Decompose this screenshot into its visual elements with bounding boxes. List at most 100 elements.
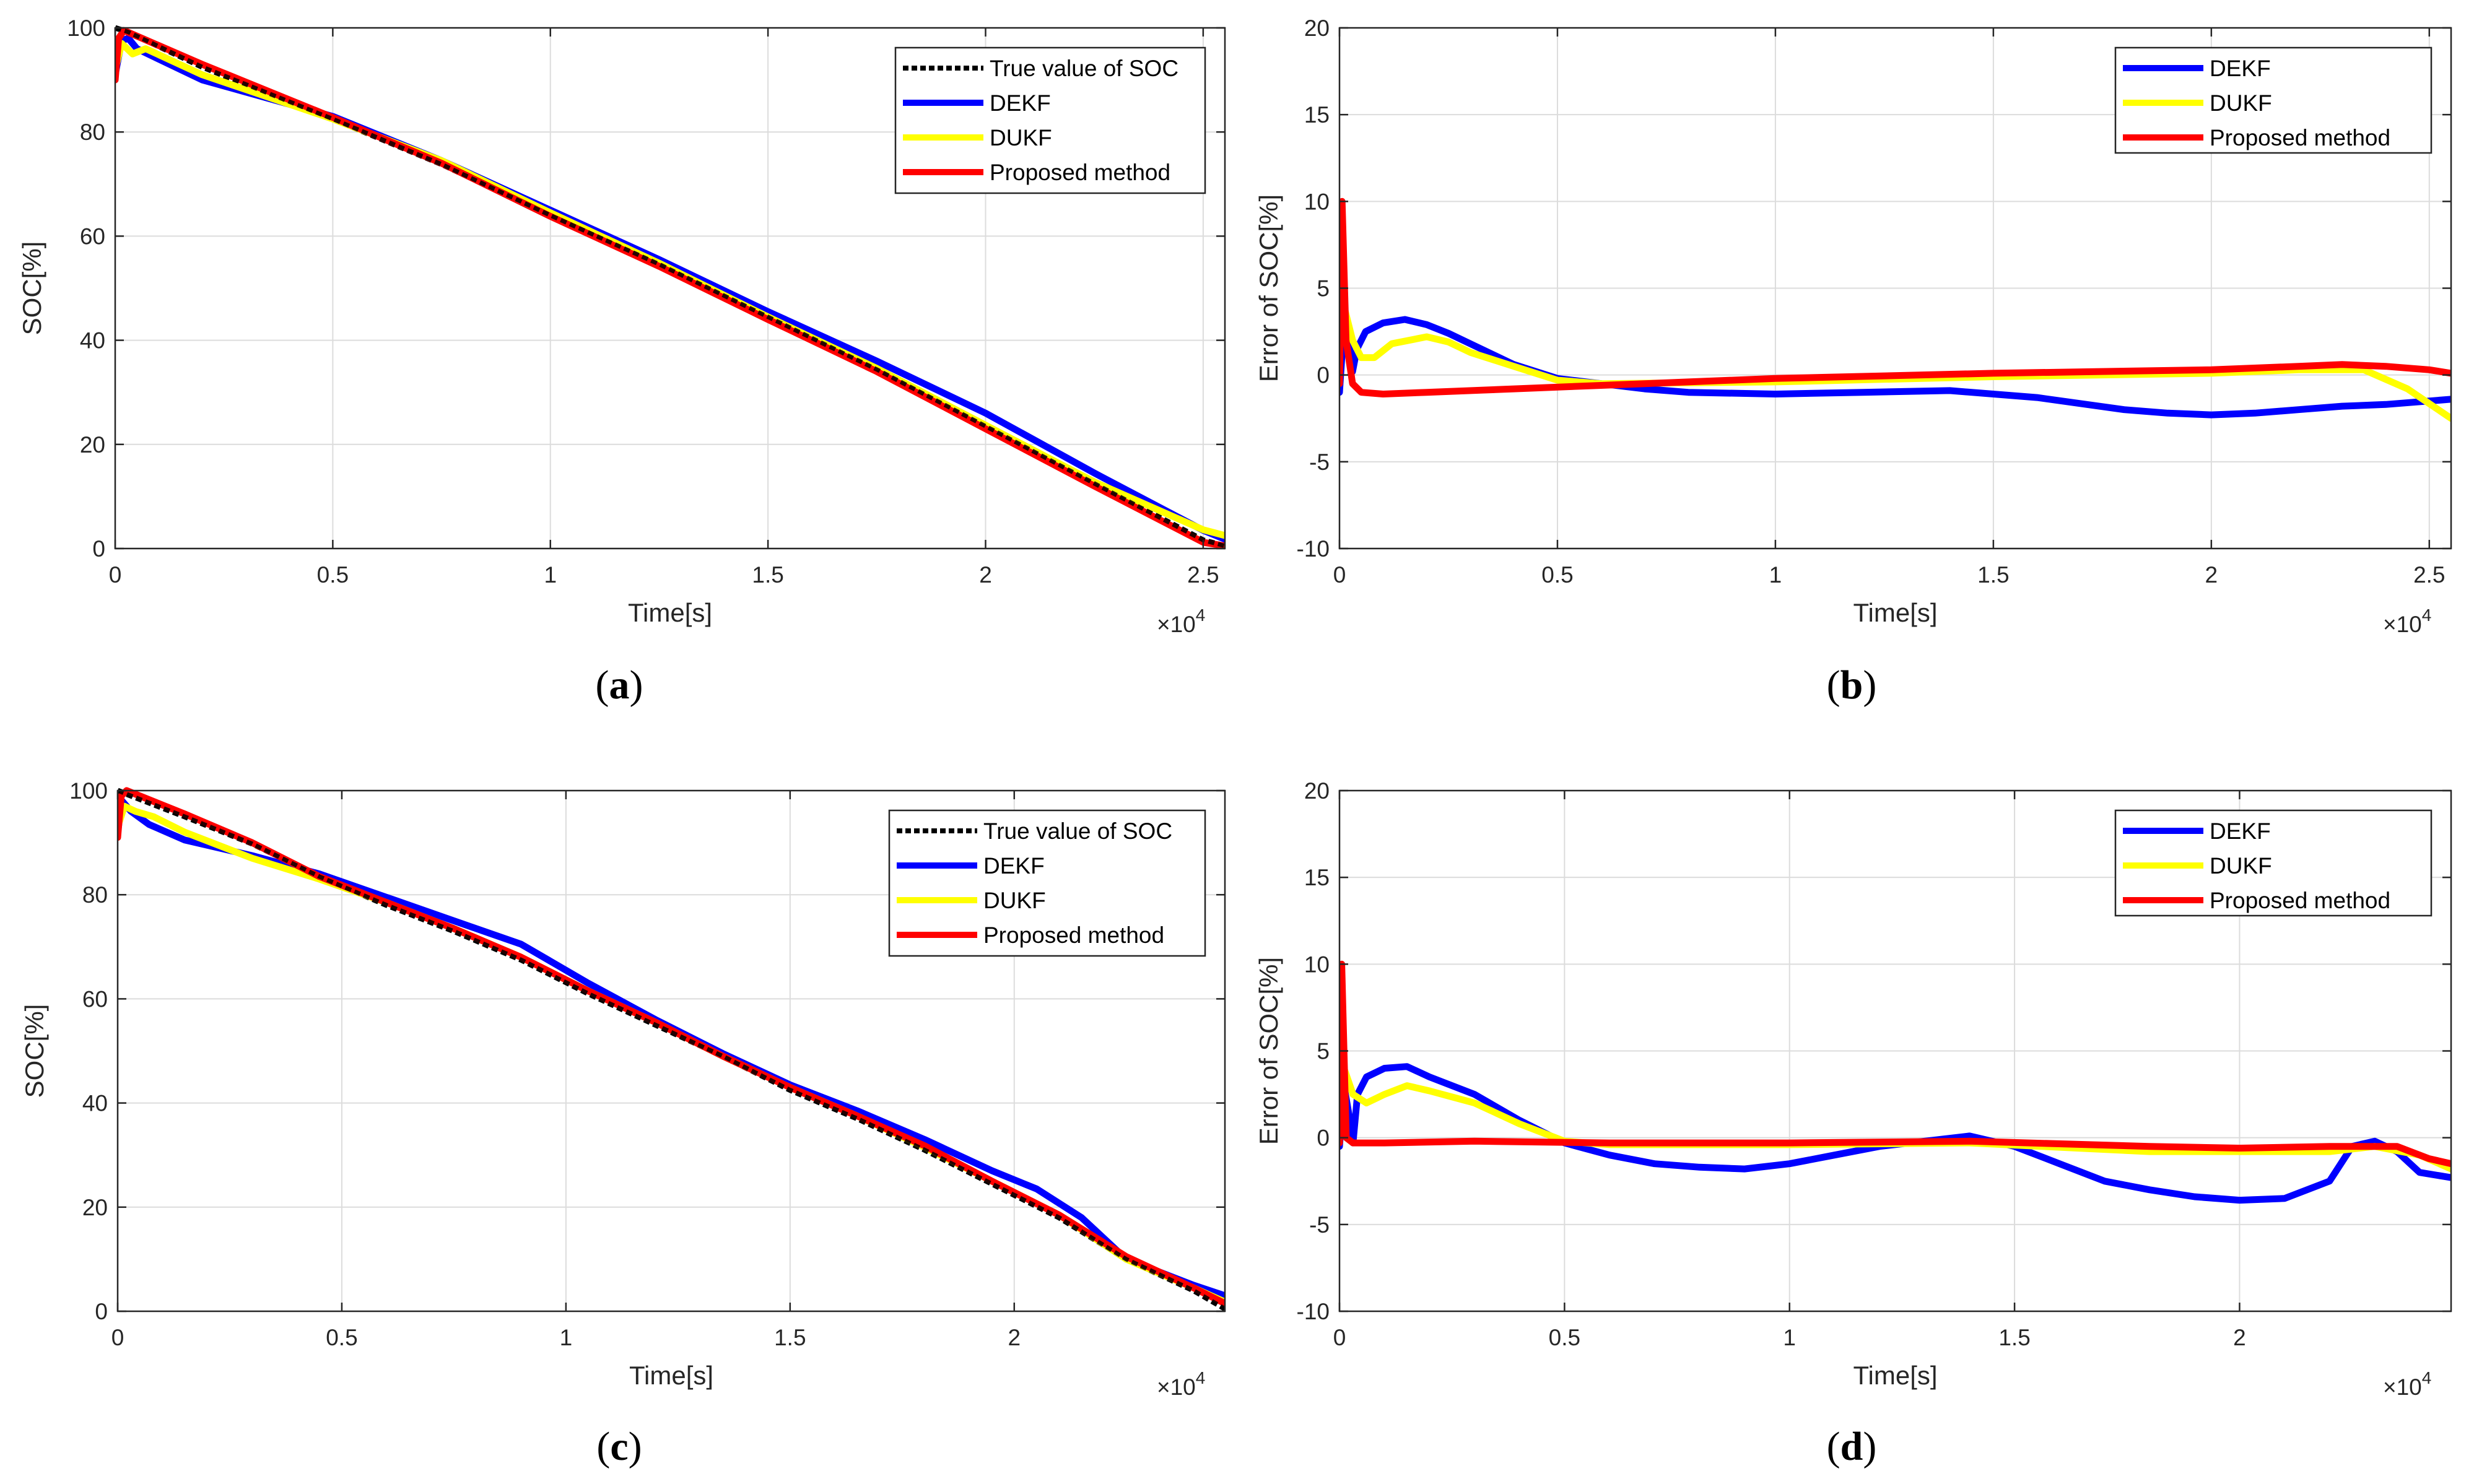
panel-caption: (d) [1827,1424,1877,1469]
y-tick-label: 10 [1304,952,1330,977]
panel-caption: (a) [596,662,643,708]
y-tick-label: -5 [1309,1212,1330,1238]
legend: True value of SOC DEKF DUKF Proposed method [888,809,1206,957]
x-exponent-base: ×10 [2383,1374,2422,1400]
y-tick-label: 80 [80,119,105,145]
x-exponent-base: ×10 [1157,1374,1196,1400]
y-tick-label: 80 [82,882,108,908]
x-tick-label: 0.5 [1549,1325,1580,1350]
x-tick-label: 0.5 [326,1325,357,1350]
chart-panel-b: 0 0.5 1 1.5 2 2.5 -10 -5 0 5 10 15 20 ×104 Time[s] Erro… [1254,15,2452,708]
legend-label: DUKF [990,125,1052,150]
x-axis-label: Time[s] [1853,598,1937,627]
y-tick-label: 100 [67,15,105,41]
series-line-proposed-method [1339,197,2451,397]
legend-label: True value of SOC [983,818,1172,844]
y-tick-label: 5 [1317,1039,1330,1064]
x-tick-label: 1 [1769,562,1782,588]
legend-label: Proposed method [2210,125,2390,150]
y-tick-label: 40 [82,1091,108,1116]
y-tick-label: 0 [92,536,105,562]
x-tick-label: 0 [1333,562,1346,588]
legend-label: DUKF [2210,90,2272,116]
x-tick-label: 2.5 [1187,562,1219,588]
series-line-dukf [1339,995,2451,1173]
legend-box [888,809,1206,957]
x-axis-label: Time[s] [1853,1361,1937,1390]
series-line-true-overlay [115,25,1225,549]
y-tick-label: 20 [1304,15,1330,41]
series-line-true-overlay [118,788,1225,1311]
y-tick-label: 20 [1304,778,1330,804]
x-tick-label: 0 [109,562,122,588]
series-line-proposed-method [1339,960,2451,1168]
y-tick-label: 20 [80,432,105,458]
legend-label: DUKF [983,888,1046,913]
x-tick-label: 1 [1783,1325,1796,1350]
x-exponent-power: 4 [1196,1368,1206,1387]
y-tick-label: 15 [1304,102,1330,128]
y-axis-label: SOC[%] [20,1004,49,1098]
x-tick-label: 0 [111,1325,124,1350]
panel-caption-letter: a [609,662,630,708]
y-tick-label: -5 [1309,449,1330,475]
x-exponent-label: ×104 [2383,1368,2431,1400]
x-tick-label: 1 [560,1325,573,1350]
legend-label: DEKF [2210,56,2271,81]
y-tick-label: 0 [95,1299,108,1324]
x-tick-label: 0 [1333,1325,1346,1350]
series-group [1339,197,2451,422]
series-line-dekf [1339,316,2451,419]
legend-label: DEKF [2210,818,2271,844]
legend: True value of SOC DEKF DUKF Proposed method [894,46,1206,194]
legend-label: Proposed method [983,922,1164,948]
x-exponent-label: ×104 [2383,605,2431,637]
x-tick-label: 2 [2233,1325,2246,1350]
legend-label: True value of SOC [990,56,1178,81]
x-exponent-power: 4 [2422,605,2432,625]
y-tick-label: 15 [1304,865,1330,890]
y-tick-label: 5 [1317,276,1330,302]
x-tick-label: 1.5 [1998,1325,2030,1350]
panel-caption: (b) [1827,662,1877,708]
x-tick-label: 2 [2205,562,2218,588]
y-tick-label: 60 [82,986,108,1012]
x-tick-label: 1.5 [752,562,783,588]
legend-label: DUKF [2210,853,2272,879]
x-axis-label: Time[s] [629,1361,713,1390]
x-tick-label: 1 [544,562,557,588]
x-tick-label: 1.5 [774,1325,806,1350]
y-axis-label: Error of SOC[%] [1254,957,1283,1145]
panel-caption-letter: c [610,1424,628,1469]
y-tick-label: 10 [1304,189,1330,214]
chart-panel-a: 0 0.5 1 1.5 2 2.5 0 20 40 60 80 100 ×104 Time[s] SOC[%… [17,15,1226,708]
panel-caption-letter: b [1840,662,1863,708]
y-tick-label: 60 [80,223,105,249]
legend-box [894,46,1206,194]
panel-caption: (c) [596,1424,642,1469]
y-axis-label: Error of SOC[%] [1254,194,1283,382]
x-tick-label: 0.5 [317,562,349,588]
x-exponent-label: ×104 [1157,1368,1205,1400]
series-line-dekf [118,797,1225,1300]
y-tick-label: 0 [1317,1126,1330,1151]
series-line-dekf [1339,1063,2451,1204]
chart-panel-c: 0 0.5 1 1.5 2020406080100×104Time[s]SOC[%]Tr… [20,778,1226,1469]
x-tick-label: 2 [979,562,992,588]
series-group [1339,960,2451,1204]
series-line-dukf [1339,285,2451,422]
series-group [115,25,1225,550]
panel-caption-letter: d [1840,1424,1863,1469]
y-tick-label: 20 [82,1195,108,1220]
legend-label: DEKF [983,853,1045,879]
x-exponent-power: 4 [2422,1368,2432,1387]
legend-label: Proposed method [2210,888,2390,913]
x-axis-label: Time[s] [628,598,712,627]
x-tick-label: 2.5 [2413,562,2445,588]
series-group [118,787,1225,1311]
legend-label: DEKF [990,90,1051,116]
legend: DEKF DUKF Proposed method [2114,809,2433,917]
x-tick-label: 1.5 [1977,562,2009,588]
x-exponent-base: ×10 [2383,612,2422,637]
